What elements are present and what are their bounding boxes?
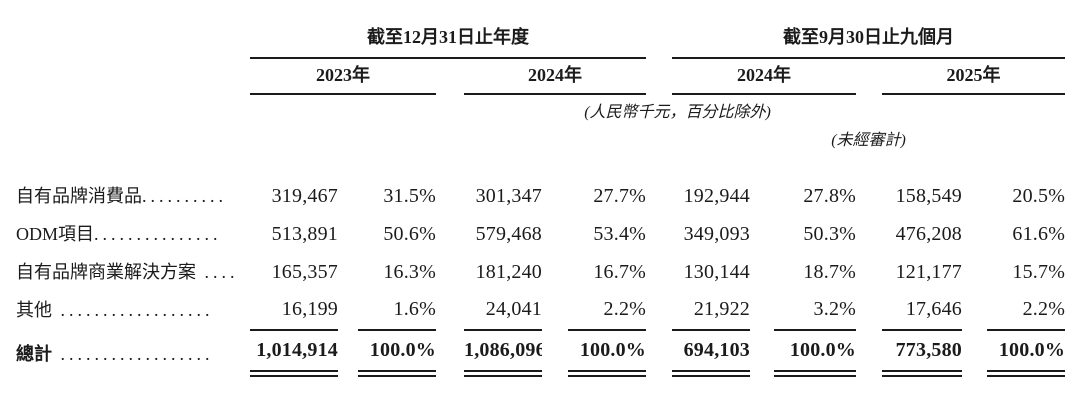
cell-percent: 31.5%	[383, 185, 436, 207]
year-header-row: 2023年 2024年 2024年 2025年	[0, 58, 1066, 95]
spacer-row	[0, 150, 1065, 178]
cell-total-percent: 100.0%	[358, 329, 436, 377]
unaudited-note-row: (未經審計)	[0, 122, 1065, 150]
dot-leader: ....	[196, 262, 239, 282]
row-label: ODM項目	[16, 224, 95, 244]
cell-value: 16,199	[281, 298, 338, 320]
period-group-nine-months: 截至9月30日止九個月	[672, 18, 1066, 59]
cell-total-value: 694,103	[672, 329, 751, 377]
cell-percent: 20.5%	[1012, 185, 1066, 207]
cell-percent: 50.3%	[803, 223, 857, 245]
cell-total-value: 1,086,096	[464, 329, 542, 377]
cell-percent: 2.2%	[603, 298, 647, 320]
unaudited-note: (未經審計)	[831, 132, 906, 149]
cell-percent: 50.6%	[383, 223, 436, 245]
cell-percent: 16.3%	[383, 261, 436, 283]
cell-percent: 27.7%	[593, 185, 647, 207]
revenue-breakdown-table: 截至12月31日止年度 截至9月30日止九個月 2023年 2024年 2024…	[0, 18, 1066, 377]
period-group-year-ended: 截至12月31日止年度	[250, 18, 647, 59]
cell-percent: 16.7%	[593, 261, 647, 283]
cell-value: 579,468	[475, 223, 542, 245]
cell-value: 181,240	[475, 261, 542, 283]
column-header-2023: 2023年	[250, 58, 436, 95]
column-header-2024: 2024年	[464, 58, 647, 95]
cell-total-value: 1,014,914	[250, 329, 338, 377]
cell-value: 476,208	[895, 223, 963, 245]
currency-note-row: (人民幣千元，百分比除外)	[0, 94, 1065, 122]
cell-value: 17,646	[905, 298, 963, 320]
dot-leader: ..........	[142, 186, 227, 206]
cell-value: 349,093	[683, 223, 751, 245]
cell-percent: 1.6%	[393, 298, 436, 320]
cell-percent: 3.2%	[813, 298, 857, 320]
dot-leader: ..................	[52, 343, 214, 364]
row-label: 自有品牌商業解決方案	[16, 262, 196, 282]
cell-total-percent: 100.0%	[987, 329, 1066, 377]
cell-percent: 61.6%	[1012, 223, 1066, 245]
cell-percent: 2.2%	[1022, 298, 1066, 320]
cell-percent: 18.7%	[803, 261, 857, 283]
cell-value: 121,177	[895, 261, 963, 283]
cell-value: 130,144	[683, 261, 751, 283]
cell-value: 513,891	[271, 223, 338, 245]
cell-value: 165,357	[271, 261, 338, 283]
row-label: 其他	[16, 300, 52, 320]
cell-value: 158,549	[895, 185, 963, 207]
table-row-others: 其他 .................. 16,199 1.6% 24,041…	[0, 292, 1065, 330]
table-row-odm: ODM項目............... 513,891 50.6% 579,4…	[0, 216, 1065, 254]
column-header-9m2024: 2024年	[672, 58, 857, 95]
cell-value: 319,467	[271, 185, 338, 207]
cell-percent: 53.4%	[593, 223, 647, 245]
cell-percent: 15.7%	[1012, 261, 1066, 283]
period-group-header-row: 截至12月31日止年度 截至9月30日止九個月	[0, 18, 1066, 59]
column-header-9m2025: 2025年	[882, 58, 1066, 95]
cell-value: 21,922	[693, 298, 751, 320]
cell-percent: 27.8%	[803, 185, 857, 207]
table-row-own-brand-business-solutions: 自有品牌商業解決方案 .... 165,357 16.3% 181,240 16…	[0, 254, 1065, 292]
table-row-total: 總計 .................. 1,014,914 100.0% 1…	[0, 329, 1066, 377]
cell-total-percent: 100.0%	[568, 329, 647, 377]
dot-leader: ...............	[94, 224, 222, 244]
dot-leader: ..................	[52, 300, 214, 320]
table-row-own-brand-consumer: 自有品牌消費品.......... 319,467 31.5% 301,347 …	[0, 178, 1065, 216]
row-label: 總計	[16, 343, 52, 364]
row-label: 自有品牌消費品	[16, 186, 142, 206]
cell-value: 192,944	[683, 185, 751, 207]
cell-total-value: 773,580	[882, 329, 963, 377]
cell-value: 24,041	[485, 298, 542, 320]
cell-value: 301,347	[475, 185, 542, 207]
currency-note: (人民幣千元，百分比除外)	[584, 104, 771, 121]
cell-total-percent: 100.0%	[774, 329, 857, 377]
